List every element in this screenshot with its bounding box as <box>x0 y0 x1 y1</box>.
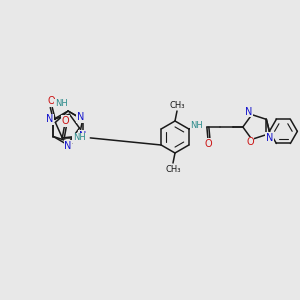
Text: N: N <box>77 112 84 122</box>
Text: CH₃: CH₃ <box>169 100 185 109</box>
Text: O: O <box>61 116 69 126</box>
Text: N: N <box>266 133 273 142</box>
Text: O: O <box>47 97 55 106</box>
Text: N: N <box>245 106 253 117</box>
Text: H: H <box>60 101 66 110</box>
Text: NH: NH <box>190 122 203 130</box>
Text: CH₃: CH₃ <box>165 164 181 173</box>
Text: NH: NH <box>73 134 86 142</box>
Text: N: N <box>46 115 53 124</box>
Text: O: O <box>246 137 254 147</box>
Text: O: O <box>204 139 212 149</box>
Text: NH: NH <box>55 100 68 109</box>
Text: N: N <box>79 131 86 141</box>
Text: N: N <box>64 141 72 151</box>
